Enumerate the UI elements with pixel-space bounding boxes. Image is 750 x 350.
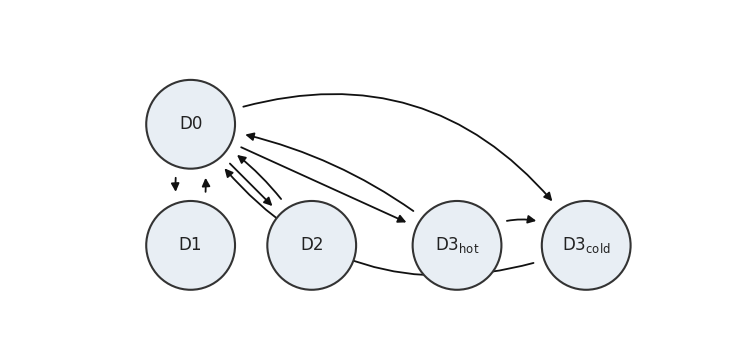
Circle shape: [413, 201, 502, 290]
Text: D2: D2: [300, 236, 323, 254]
Text: D3$_{\sf hot}$: D3$_{\sf hot}$: [435, 235, 479, 256]
Circle shape: [146, 80, 235, 169]
Circle shape: [542, 201, 631, 290]
Text: D3$_{\sf cold}$: D3$_{\sf cold}$: [562, 235, 610, 256]
Circle shape: [267, 201, 356, 290]
Text: D0: D0: [179, 115, 203, 133]
Text: D1: D1: [178, 236, 203, 254]
Circle shape: [146, 201, 235, 290]
